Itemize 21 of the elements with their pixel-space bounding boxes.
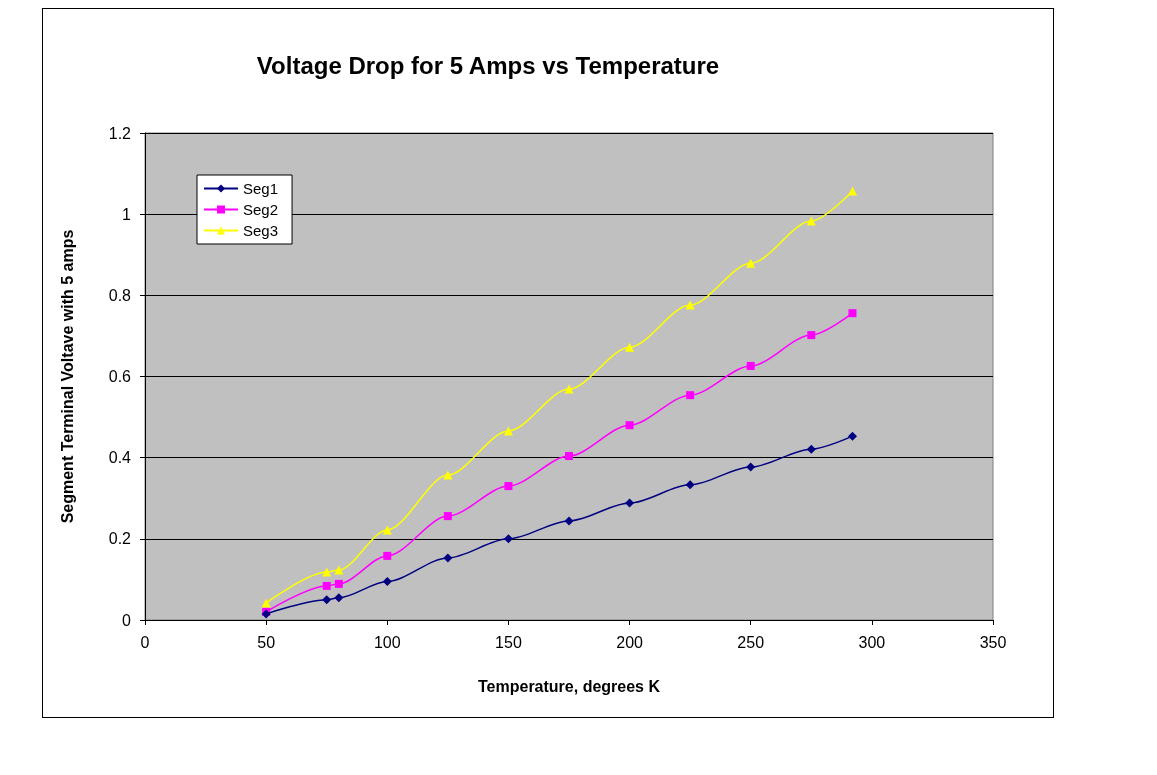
y-tick-label: 1.2	[108, 124, 132, 142]
x-tick-label: 200	[616, 633, 644, 651]
x-tick-label: 300	[858, 633, 886, 651]
legend-label: Seg3	[243, 222, 279, 239]
x-tick-label: 0	[140, 633, 150, 651]
legend-label: Seg1	[243, 180, 279, 197]
y-tick-label: 0.4	[108, 449, 132, 467]
y-axis-title: Segment Terminal Voltave with 5 amps	[58, 229, 76, 524]
y-tick-label: 0	[122, 611, 132, 629]
y-tick-label: 0.2	[108, 530, 132, 548]
legend-label: Seg2	[243, 201, 279, 218]
x-axis-title: Temperature, degrees K	[478, 677, 661, 695]
x-tick-label: 350	[979, 633, 1007, 651]
y-tick-label: 0.8	[108, 286, 132, 304]
x-tick-label: 50	[257, 633, 276, 651]
x-tick-label: 250	[737, 633, 765, 651]
chart-title: Voltage Drop for 5 Amps vs Temperature	[256, 51, 720, 79]
x-tick-label: 100	[373, 633, 401, 651]
y-tick-label: 1	[122, 205, 132, 223]
x-tick-label: 150	[495, 633, 522, 651]
y-tick-label: 0.6	[108, 368, 132, 385]
